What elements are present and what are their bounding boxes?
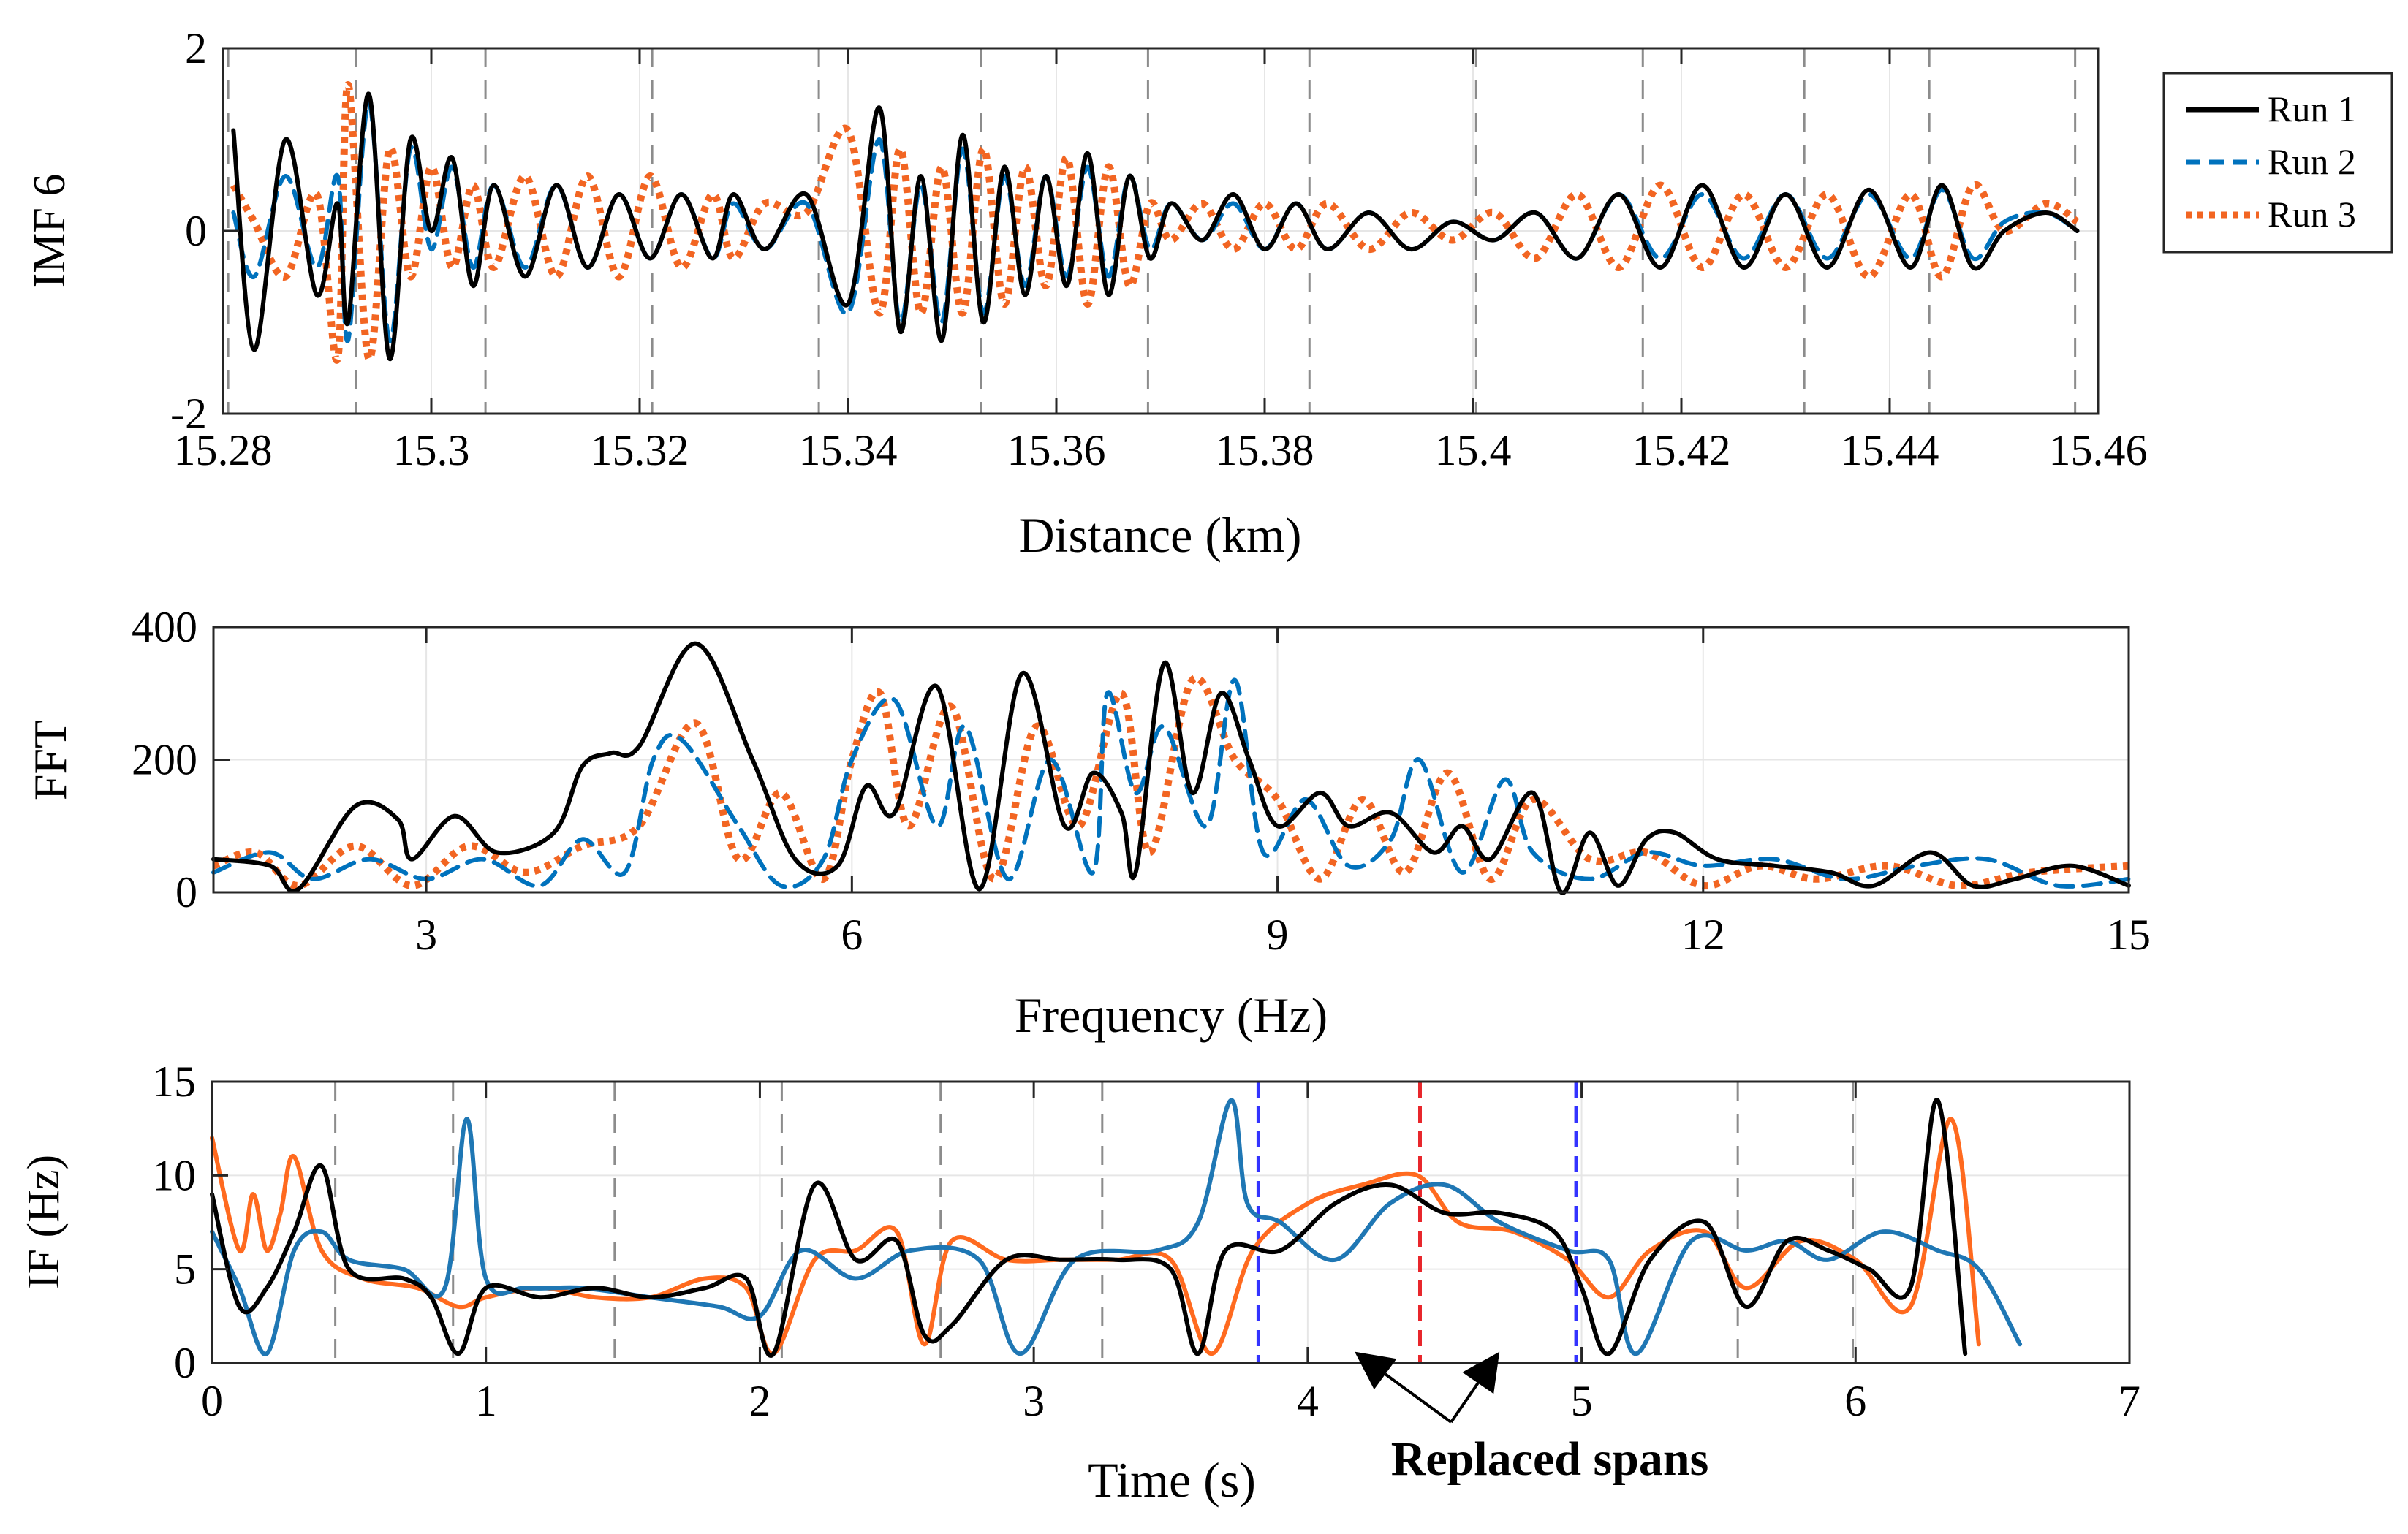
fft-y-tick-label: 0 [175,868,197,916]
imf-x-tick-label: 15.42 [1632,426,1731,474]
annotation-arrow-head [1462,1351,1500,1394]
fft-panel: 3 6 9 12 15 0 200 400 FFT Frequency (Hz) [24,603,2151,1043]
fft-x-tick-label: 12 [1681,911,1725,959]
fft-series-run2 [211,677,2131,889]
if-x-tick-label: 4 [1297,1377,1319,1425]
imf-x-tick-label: 15.46 [2049,426,2148,474]
if-y-tick-label: 10 [152,1151,196,1199]
if-x-tick-label: 5 [1571,1377,1593,1425]
replaced-spans-annotation: Replaced spans [1355,1351,1709,1486]
if-y-tick-label: 5 [174,1245,196,1294]
if-x-axis-label: Time (s) [1088,1452,1256,1508]
imf-panel: 15.28 15.3 15.32 15.34 15.36 15.38 15.4 15.42 15… [25,24,2148,563]
if-x-tick-label: 0 [201,1377,223,1425]
imf-x-tick-label: 15.38 [1216,426,1314,474]
imf-x-tick-label: 15.44 [1841,426,1939,474]
legend: Run 1 Run 2 Run 3 [2162,72,2393,254]
legend-label-run1: Run 1 [2268,88,2356,129]
imf-y-tick-label: -2 [170,390,207,438]
if-series-run1 [210,1098,1968,1358]
if-y-axis-label: IF (Hz) [19,1155,69,1289]
fft-y-tick-label: 200 [132,736,197,784]
legend-label-run3: Run 3 [2268,194,2356,235]
legend-label-run2: Run 2 [2268,141,2356,182]
legend-box [2162,72,2393,254]
imf-y-axis-label: IMF 6 [25,174,75,289]
if-series-run2 [210,1098,2023,1356]
fft-x-tick-label: 6 [841,911,863,959]
annotation-arrow-shaft [1384,1372,1453,1424]
imf-x-tick-label: 15.28 [174,426,273,474]
annotation-arrow-head [1355,1351,1397,1390]
if-panel: 0 1 2 3 4 5 6 7 0 5 10 15 IF (Hz) Time (s) Replaced… [19,1058,2140,1508]
fft-series-run3 [212,674,2129,889]
imf-y-tick-label: 0 [185,207,207,255]
if-x-tick-label: 3 [1023,1377,1045,1425]
if-axes-box [211,1080,2131,1364]
if-y-tick-label: 15 [152,1058,196,1106]
imf-x-tick-label: 15.32 [591,426,689,474]
if-plot-area [212,1082,2129,1363]
imf-x-tick-label: 15.36 [1007,426,1106,474]
if-x-tick-label: 7 [2119,1377,2140,1425]
fft-x-tick-label: 3 [415,911,437,959]
fft-y-tick-label: 400 [132,603,197,651]
annotation-label: Replaced spans [1391,1432,1709,1486]
fft-y-axis-label: FFT [24,720,76,800]
fft-x-tick-label: 15 [2107,911,2151,959]
imf-y-tick-label: 2 [185,24,207,72]
imf-x-tick-label: 15.3 [393,426,470,474]
imf-x-tick-label: 15.34 [799,426,898,474]
imf-series-run3 [230,80,2080,364]
fft-x-tick-label: 9 [1267,911,1289,959]
if-x-tick-label: 2 [749,1377,771,1425]
if-x-tick-label: 1 [475,1377,497,1425]
imf-x-axis-label: Distance (km) [1018,507,1301,563]
if-x-tick-label: 6 [1844,1377,1866,1425]
fft-series-run1 [211,641,2131,895]
if-y-tick-label: 0 [174,1339,196,1387]
imf-x-tick-label: 15.4 [1435,426,1512,474]
fft-x-axis-label: Frequency (Hz) [1015,987,1328,1043]
annotation-arrow-shaft [1450,1382,1480,1424]
imf-series-run1 [231,91,2080,362]
